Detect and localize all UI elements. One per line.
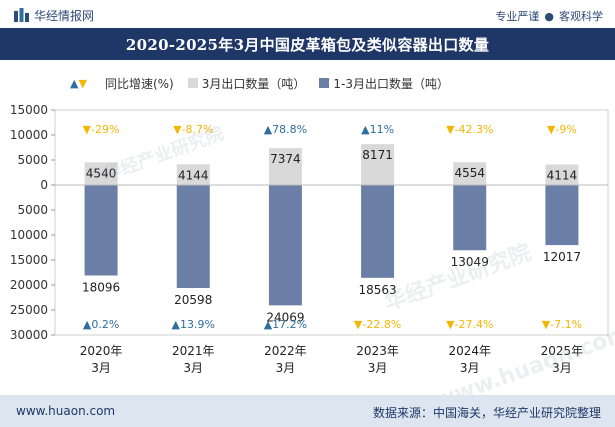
bar-march-label: 4554	[454, 166, 485, 180]
bar-cumulative-label: 18096	[82, 280, 120, 294]
slogan-right: 客观科学	[559, 10, 603, 23]
y-tick-label: 25000	[10, 303, 48, 317]
bar-cumulative-label: 13049	[451, 255, 489, 269]
growth-cumulative-label: ▼-7.1%	[542, 318, 582, 331]
y-tick-label: 15000	[10, 103, 48, 117]
x-category-label-month: 3月	[276, 361, 296, 375]
legend: ▲ ▼ 同比增速(%) 3月出口数量（吨） 1-3月出口数量（吨）	[70, 75, 463, 91]
bar-cumulative	[545, 185, 579, 246]
y-tick-label: 15000	[10, 253, 48, 267]
bar-march	[268, 148, 302, 185]
top-bar: 华经情报网 专业严谨 ● 客观科学	[0, 0, 615, 28]
y-tick-label: 30000	[10, 328, 48, 342]
bar-cumulative-label: 24069	[266, 310, 304, 324]
growth-march-label: ▲78.8%	[264, 123, 307, 136]
footer: www.huaon.com 数据来源：中国海关，华经产业研究院整理	[0, 395, 615, 427]
growth-cumulative-label: ▼-22.8%	[354, 318, 401, 331]
brand: 华经情报网	[14, 7, 94, 23]
bar-cumulative-label: 12017	[543, 250, 581, 264]
bar-cumulative-label: 18563	[358, 283, 396, 297]
chart-area: 15000 10000 5000 0 5000 10000 15000 20000 25000 3…	[10, 103, 609, 375]
legend-march-swatch	[187, 78, 198, 88]
legend-cumulative-swatch	[319, 78, 330, 88]
growth-march-label: ▼-42.3%	[446, 123, 493, 136]
title-band: 2020-2025年3月中国皮革箱包及类似容器出口数量	[0, 28, 615, 60]
x-category-label-month: 3月	[552, 361, 572, 375]
triangle-up-icon: ▲	[70, 76, 79, 90]
x-category-label: 2022年	[264, 344, 307, 358]
growth-march-label: ▲11%	[361, 123, 394, 136]
y-tick-label: 5000	[17, 203, 48, 217]
bar-cumulative	[176, 185, 210, 288]
plot-frame	[54, 109, 609, 336]
bar-march-label: 7374	[270, 152, 301, 166]
y-tick-label: 20000	[10, 278, 48, 292]
x-category-label: 2023年	[356, 344, 399, 358]
bar-cumulative	[268, 185, 302, 306]
bar-cumulative	[84, 185, 118, 276]
footer-source: 数据来源：中国海关，华经产业研究院整理	[372, 406, 601, 420]
growth-cumulative-label: ▲0.2%	[83, 318, 119, 331]
bar-march-label: 4144	[178, 168, 209, 182]
growth-march-label: ▼-9%	[547, 123, 577, 136]
x-category-label-month: 3月	[460, 361, 480, 375]
chart-title: 2020-2025年3月中国皮革箱包及类似容器出口数量	[125, 35, 490, 54]
bar-cumulative-label: 20598	[174, 293, 212, 307]
legend-growth: ▲ ▼ 同比增速(%)	[70, 75, 174, 92]
y-tick-label: 5000	[17, 153, 48, 167]
x-category-label: 2024年	[448, 344, 491, 358]
brand-name: 华经情报网	[34, 8, 95, 23]
legend-march-label: 3月出口数量（吨）	[201, 76, 306, 91]
x-category-label: 2021年	[172, 344, 215, 358]
x-category-label-month: 3月	[183, 361, 203, 375]
slogan-left: 专业严谨	[495, 10, 540, 23]
triangle-down-icon: ▼	[78, 76, 87, 90]
bar-march-label: 4540	[86, 166, 117, 180]
growth-cumulative-label: ▼-27.4%	[446, 318, 493, 331]
growth-cumulative-label: ▲17.2%	[264, 318, 307, 331]
legend-march: 3月出口数量（吨）	[187, 75, 306, 92]
growth-march-label: ▼-29%	[83, 123, 120, 136]
bar-cumulative	[361, 185, 395, 278]
logo-icon	[14, 8, 29, 22]
y-tick-label: 10000	[10, 228, 48, 242]
x-category-label-month: 3月	[91, 361, 111, 375]
y-tick-label: 10000	[10, 128, 48, 142]
bar-march-label: 4114	[547, 168, 578, 182]
x-category-label: 2020年	[80, 344, 123, 358]
bar-march-label: 8171	[362, 148, 393, 162]
bar-march	[453, 162, 487, 185]
slogan: 专业严谨 ● 客观科学	[495, 8, 603, 24]
bar-march	[545, 164, 579, 185]
legend-cumulative-label: 1-3月出口数量（吨）	[333, 76, 449, 91]
legend-cumulative: 1-3月出口数量（吨）	[319, 75, 449, 92]
bar-march	[84, 162, 118, 185]
footer-url[interactable]: www.huaon.com	[16, 404, 116, 418]
x-category-label-month: 3月	[368, 361, 388, 375]
bar-march	[176, 164, 210, 185]
bar-march	[361, 144, 395, 185]
growth-march-label: ▼-8.7%	[173, 123, 213, 136]
bar-cumulative	[453, 185, 487, 251]
growth-cumulative-label: ▲13.9%	[172, 318, 215, 331]
y-tick-label: 0	[40, 178, 48, 192]
legend-growth-label: 同比增速(%)	[104, 76, 174, 91]
x-category-label: 2025年	[541, 344, 584, 358]
separator-dot-icon: ●	[544, 10, 554, 23]
